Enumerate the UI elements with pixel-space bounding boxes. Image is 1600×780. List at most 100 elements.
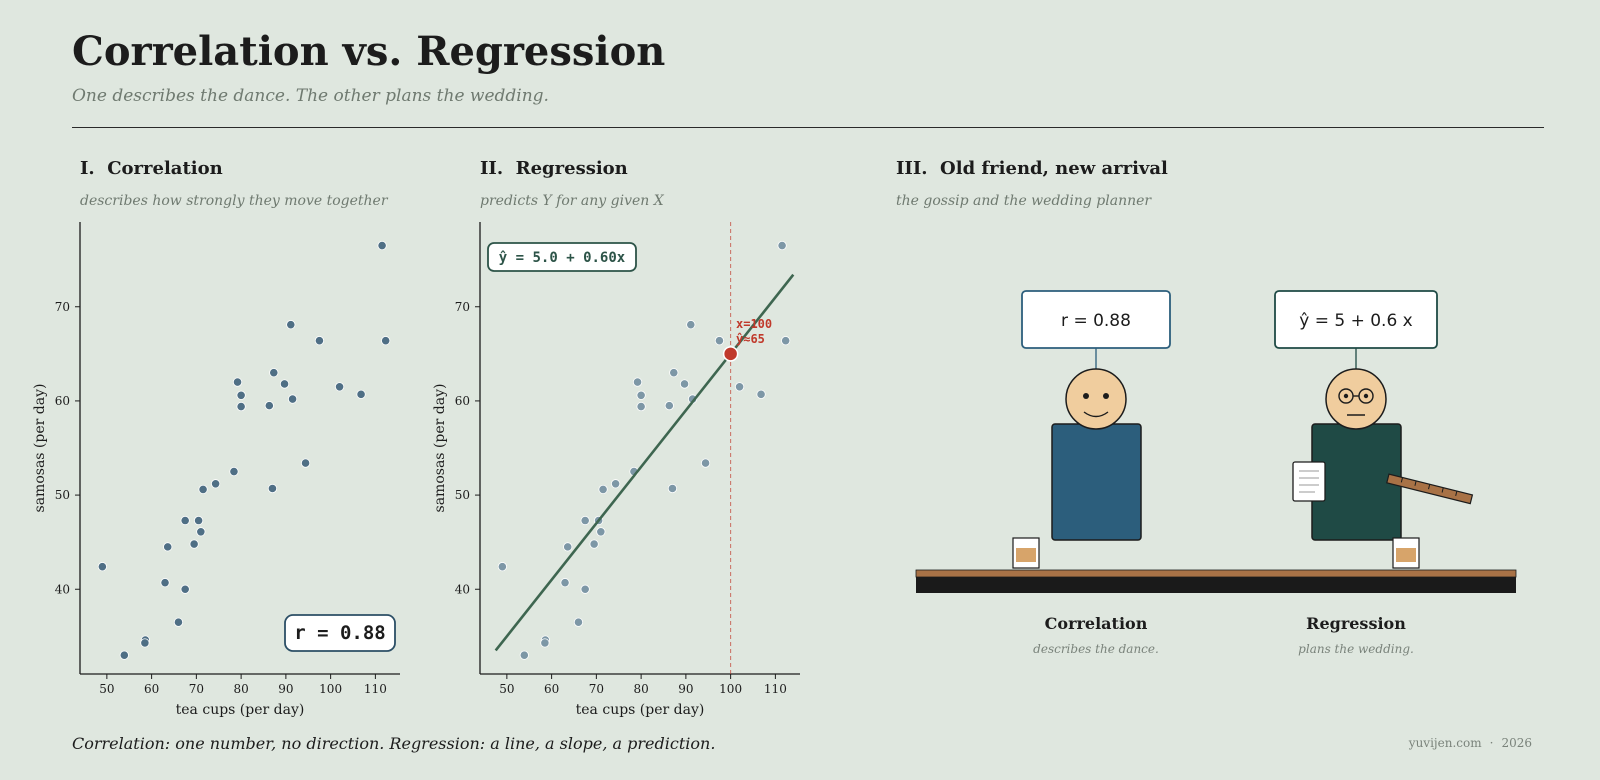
chart1-point bbox=[264, 401, 274, 411]
chart2-point bbox=[580, 584, 590, 594]
chart1-x-tick-label: 110 bbox=[364, 682, 387, 696]
chart2-x-tick-label: 100 bbox=[719, 682, 742, 696]
chart2-x-tick-label: 60 bbox=[544, 682, 559, 696]
chart1-y-tick-label: 40 bbox=[55, 582, 70, 596]
chart1-point bbox=[377, 240, 387, 251]
chart1-x-tick-label: 60 bbox=[144, 682, 159, 696]
chart2-y-tick-label: 40 bbox=[455, 582, 470, 596]
chart1-x-tick-label: 50 bbox=[99, 682, 114, 696]
regression-caption: plans the wedding. bbox=[1298, 642, 1414, 656]
correlation-person-body bbox=[1051, 423, 1142, 541]
panel3-subtitle: the gossip and the wedding planner bbox=[896, 193, 1152, 209]
tea-glass-icon bbox=[1012, 537, 1040, 569]
chart2-point bbox=[573, 617, 584, 627]
chart2-point bbox=[636, 401, 646, 412]
panel1-title: I. Correlation bbox=[80, 158, 223, 179]
chart1-point bbox=[180, 515, 190, 526]
chart1-point bbox=[286, 320, 296, 330]
correlation-right-eye bbox=[1103, 393, 1109, 399]
chart2-point bbox=[700, 458, 711, 468]
footer-note: Correlation: one number, no direction. R… bbox=[72, 734, 716, 753]
prediction-x-label: x=100 bbox=[736, 317, 772, 331]
chart1-point bbox=[196, 527, 206, 537]
chart2-point bbox=[596, 527, 606, 537]
chart2-x-tick-label: 90 bbox=[678, 682, 693, 696]
chart2-point bbox=[664, 401, 674, 411]
credit-year: 2026 bbox=[1501, 736, 1532, 750]
chart1-point bbox=[236, 401, 246, 412]
r-badge-box bbox=[284, 614, 396, 652]
chart2-point bbox=[540, 638, 550, 648]
panel3-title: III. Old friend, new arrival bbox=[896, 158, 1168, 179]
page-title: Correlation vs. Regression bbox=[72, 28, 666, 75]
chart1-point bbox=[163, 542, 173, 552]
chart1-y-tick-label: 70 bbox=[55, 300, 70, 314]
panel1-subtitle: describes how strongly they move togethe… bbox=[80, 193, 388, 209]
chart2-y-label: samosas (per day) bbox=[432, 384, 448, 513]
chart2-point bbox=[777, 240, 787, 251]
chart2-point bbox=[563, 542, 573, 552]
chart1-point bbox=[119, 650, 129, 660]
correlation-bubble-text: r = 0.88 bbox=[1061, 311, 1131, 331]
chart1-point bbox=[314, 336, 325, 346]
chart2-point bbox=[781, 336, 791, 346]
chart1-y-tick-label: 50 bbox=[55, 488, 70, 502]
chart1-x-tick-label: 70 bbox=[189, 682, 204, 696]
chart1-point bbox=[232, 377, 243, 387]
regression-chart: 50 60 70 80 90 100 110 40 50 60 70 tea cups (per d… bbox=[432, 222, 800, 718]
clipboard-icon bbox=[1292, 461, 1326, 502]
chart1-x-label: tea cups (per day) bbox=[176, 702, 305, 718]
chart1-x-tick-label: 80 bbox=[233, 682, 248, 696]
prediction-y-label: ŷ≈65 bbox=[736, 332, 765, 346]
chart1-point bbox=[211, 479, 221, 489]
chart2-point bbox=[734, 382, 745, 392]
chart2-point bbox=[519, 650, 529, 660]
chart1-point bbox=[287, 394, 298, 404]
table-top bbox=[915, 569, 1517, 578]
chart2-x-label: tea cups (per day) bbox=[576, 702, 705, 718]
tea-glass-icon bbox=[1392, 537, 1420, 569]
correlation-person-head bbox=[1065, 368, 1127, 430]
chart2-y-tick-label: 50 bbox=[455, 488, 470, 502]
chart2-point bbox=[756, 389, 766, 399]
wedding-illustration: r = 0.88 ŷ = 5 + 0.6 x bbox=[915, 290, 1517, 593]
correlation-smile bbox=[1083, 411, 1109, 418]
panel2-title: II. Regression bbox=[480, 158, 628, 179]
chart2-point bbox=[632, 377, 643, 387]
chart2-point bbox=[667, 483, 678, 494]
chart2-point bbox=[669, 368, 679, 378]
chart1-x-tick-label: 90 bbox=[278, 682, 293, 696]
correlation-caption: describes the dance. bbox=[1033, 642, 1159, 656]
chart1-point bbox=[140, 638, 150, 648]
table-base bbox=[916, 577, 1516, 593]
chart2-point bbox=[714, 336, 725, 346]
chart2-x-tick-label: 80 bbox=[633, 682, 648, 696]
chart1-point bbox=[189, 539, 199, 549]
chart2-y-tick-label: 60 bbox=[455, 394, 470, 408]
chart1-point bbox=[198, 484, 208, 495]
chart2-point bbox=[598, 484, 608, 495]
chart1-point bbox=[229, 466, 239, 477]
chart2-point bbox=[686, 320, 696, 330]
glasses-icon bbox=[1338, 388, 1374, 404]
chart1-point bbox=[180, 584, 190, 594]
panel2-subtitle: predicts Y for any given X bbox=[480, 193, 664, 209]
chart1-point bbox=[267, 483, 278, 494]
chart1-point bbox=[236, 390, 246, 400]
chart1-point bbox=[279, 379, 290, 389]
credit-separator: · bbox=[1489, 736, 1494, 750]
chart1-point bbox=[160, 578, 170, 588]
r-badge-text: r = 0.88 bbox=[294, 622, 386, 644]
chart1-point bbox=[269, 368, 279, 378]
chart2-point bbox=[589, 539, 599, 549]
chart1-point bbox=[334, 382, 345, 392]
credit-site: yuvijen.com bbox=[1408, 736, 1482, 750]
credit: yuvijen.com · 2026 bbox=[1405, 736, 1536, 750]
regression-name: Regression bbox=[1306, 614, 1406, 633]
chart2-x-tick-label: 50 bbox=[499, 682, 514, 696]
correlation-chart: 50 60 70 80 90 100 110 40 50 60 70 tea cups (per d… bbox=[32, 222, 400, 718]
chart1-point bbox=[173, 617, 184, 627]
chart2-point bbox=[580, 515, 590, 526]
chart2-point bbox=[560, 578, 570, 588]
